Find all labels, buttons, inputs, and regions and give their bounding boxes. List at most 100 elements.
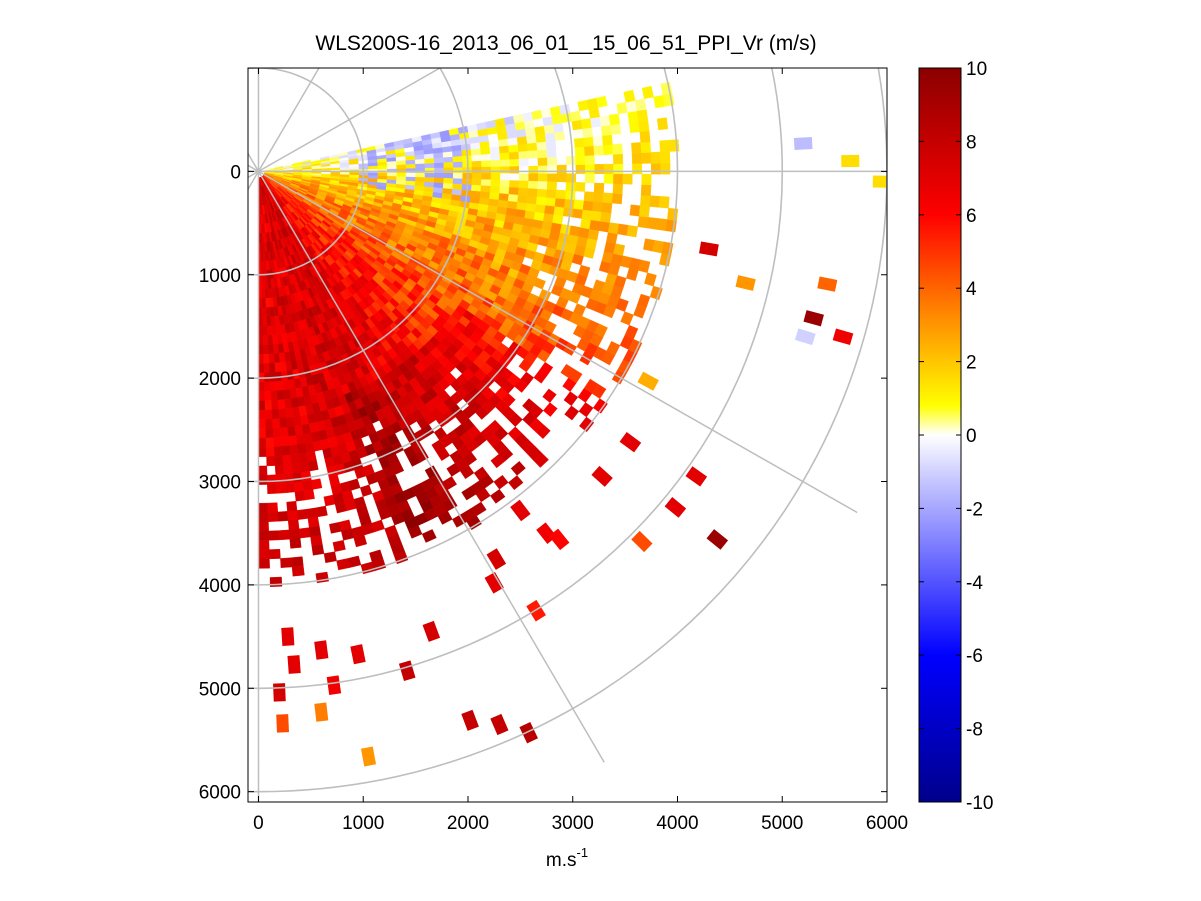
velocity-cell	[582, 127, 594, 138]
velocity-cell	[434, 162, 445, 168]
velocity-cell	[258, 381, 265, 392]
velocity-cell	[518, 172, 529, 181]
velocity-cell	[266, 446, 275, 457]
colorbar-tick-label: -10	[966, 793, 993, 814]
x-tick-label: 4000	[656, 813, 698, 834]
velocity-cell	[452, 155, 463, 163]
velocity-cell	[565, 155, 577, 166]
velocity-cell	[564, 190, 576, 201]
velocity-cell	[559, 223, 572, 235]
velocity-cell	[593, 144, 605, 156]
velocity-cell	[268, 353, 276, 364]
velocity-cell	[508, 186, 520, 195]
velocity-cell	[287, 510, 299, 521]
velocity-cell	[598, 220, 611, 233]
velocity-cell	[442, 187, 453, 195]
velocity-cell	[562, 121, 574, 132]
azimuth-spoke	[248, 170, 259, 179]
velocity-cell	[396, 172, 407, 177]
velocity-cell	[649, 195, 661, 208]
velocity-cell	[583, 191, 595, 202]
colorbar-tick-label: 0	[966, 426, 977, 447]
velocity-cell	[584, 145, 595, 156]
velocity-cell	[509, 179, 520, 188]
velocity-cell	[311, 478, 323, 490]
velocity-cell	[593, 182, 605, 194]
colorbar-tick-label: 10	[966, 59, 987, 80]
velocity-cell	[501, 393, 516, 407]
velocity-cell	[263, 353, 270, 364]
velocity-cell	[517, 143, 529, 152]
velocity-cell	[279, 417, 288, 429]
velocity-cell	[258, 344, 264, 355]
velocity-cell	[268, 530, 280, 541]
velocity-cell	[499, 186, 510, 195]
velocity-cell	[284, 482, 296, 494]
velocity-cell	[515, 208, 527, 218]
velocity-cell	[443, 156, 454, 163]
velocity-cell	[584, 173, 595, 184]
far-range-point	[281, 627, 295, 646]
velocity-cell	[258, 474, 268, 485]
velocity-cell	[591, 383, 607, 399]
velocity-cell	[258, 437, 267, 448]
velocity-cell	[646, 217, 659, 230]
velocity-cell	[552, 214, 564, 225]
velocity-cell	[659, 139, 670, 153]
x-tick-label: 6000	[866, 813, 908, 834]
velocity-cell	[490, 159, 501, 167]
far-range-point	[793, 137, 813, 150]
velocity-cell	[641, 173, 652, 186]
velocity-cell	[405, 180, 416, 186]
velocity-cell	[306, 451, 317, 463]
velocity-cell	[471, 160, 482, 168]
velocity-cell	[554, 130, 566, 141]
velocity-cell	[589, 219, 601, 231]
velocity-cell	[543, 402, 558, 417]
velocity-cell	[266, 474, 277, 485]
velocity-cell	[578, 227, 590, 239]
velocity-cell	[471, 501, 487, 517]
colorbar-gradient	[918, 67, 962, 803]
velocity-cell	[265, 437, 275, 448]
velocity-cell	[499, 179, 510, 188]
far-range-point	[314, 702, 329, 722]
velocity-cell	[499, 152, 510, 160]
velocity-cell	[471, 154, 482, 162]
velocity-cell	[299, 461, 311, 473]
velocity-cell	[600, 124, 612, 136]
velocity-cell	[568, 368, 583, 384]
velocity-cell	[537, 165, 548, 174]
velocity-cell	[595, 95, 608, 108]
velocity-cell	[308, 460, 319, 472]
velocity-cell	[391, 462, 405, 475]
y-tick-label: 4000	[199, 576, 241, 597]
velocity-cell	[606, 231, 618, 244]
velocity-cell	[498, 447, 514, 462]
velocity-cell	[603, 163, 614, 175]
colorbar-tick-label: -4	[966, 573, 983, 594]
velocity-cell	[262, 316, 268, 327]
far-range-point	[326, 675, 342, 695]
velocity-cell	[535, 133, 547, 143]
velocity-cell	[415, 172, 426, 178]
velocity-cell	[638, 119, 650, 133]
velocity-cell	[443, 177, 454, 184]
velocity-cell	[593, 191, 604, 203]
velocity-cell	[553, 206, 565, 217]
velocity-cell	[490, 152, 501, 161]
velocity-cell	[303, 489, 315, 501]
velocity-cell	[640, 184, 652, 196]
velocity-cell	[526, 195, 538, 205]
velocity-cell	[480, 147, 491, 155]
velocity-cell	[534, 203, 546, 214]
x-axis-label-main: m.s	[546, 850, 577, 871]
velocity-cell	[452, 183, 463, 190]
velocity-cell	[555, 147, 567, 158]
velocity-cell	[564, 198, 575, 209]
velocity-cell	[264, 400, 273, 411]
velocity-cell	[547, 173, 558, 182]
velocity-cell	[572, 128, 584, 139]
velocity-cell	[265, 428, 274, 439]
